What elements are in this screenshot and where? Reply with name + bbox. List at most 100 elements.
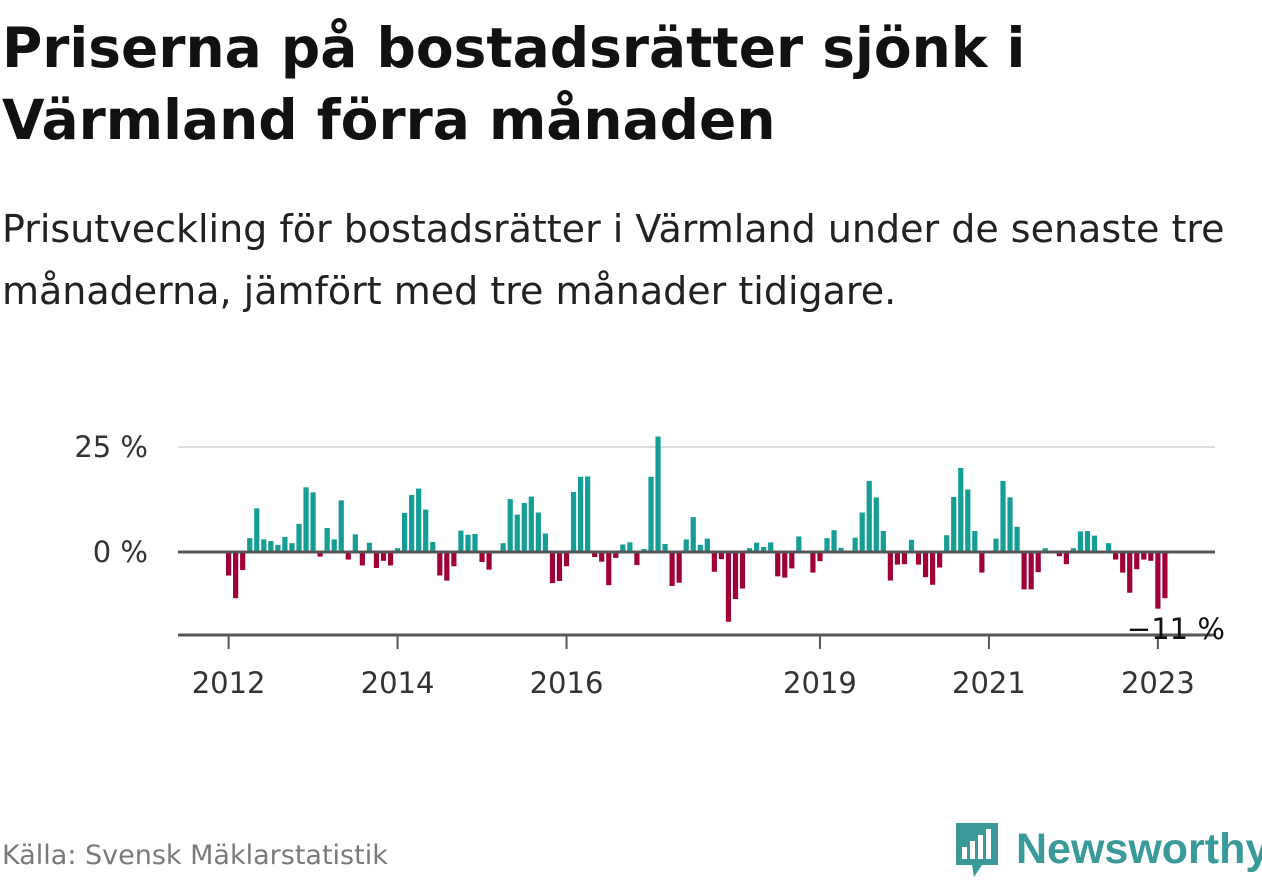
bar [1134, 552, 1140, 570]
bar [282, 536, 288, 552]
bar [479, 552, 485, 563]
bar [739, 552, 746, 589]
bar [1141, 552, 1147, 560]
bar [690, 517, 696, 552]
bar [662, 544, 668, 552]
bar [535, 512, 541, 552]
page-title: Priserna på bostadsrätter sjönk i Värmla… [2, 16, 1026, 152]
bar [930, 552, 936, 585]
bar [296, 523, 302, 552]
y-tick-label: 0 % [93, 535, 148, 569]
bar [1106, 543, 1112, 552]
bar [570, 491, 577, 552]
bar [965, 489, 971, 552]
bar [254, 508, 260, 552]
brand-logo: Newsworthy [952, 818, 1262, 880]
bar [226, 552, 232, 576]
bar [725, 552, 732, 622]
bar [655, 436, 661, 552]
bar [704, 538, 710, 552]
bar [1035, 552, 1041, 573]
bar [1077, 531, 1084, 552]
bar [585, 476, 591, 552]
bar [711, 552, 717, 572]
bar [394, 548, 401, 552]
bar [458, 530, 464, 552]
x-tick-label: 2021 [952, 666, 1026, 700]
bar [578, 476, 584, 552]
bar [922, 552, 929, 578]
bar [563, 552, 570, 567]
x-tick-label: 2019 [783, 666, 857, 700]
bar [233, 552, 239, 599]
bar [606, 552, 612, 586]
bar [1056, 552, 1062, 557]
bar [634, 552, 640, 566]
bar [838, 547, 844, 552]
bar [366, 542, 372, 552]
bar [500, 543, 506, 552]
bar [310, 492, 316, 552]
bar [831, 530, 837, 552]
bar [782, 552, 788, 578]
bar [669, 552, 675, 587]
bar [380, 552, 387, 561]
bar [430, 541, 436, 552]
bar [331, 539, 337, 552]
bar [345, 552, 351, 560]
source-note: Källa: Svensk Mäklarstatistik [2, 840, 388, 871]
bar [507, 499, 513, 552]
bar [887, 552, 893, 581]
bar [352, 534, 358, 552]
bar [789, 552, 795, 569]
bar [944, 535, 950, 552]
bar [958, 468, 964, 552]
y-tick-label: 25 % [74, 430, 148, 464]
bar [521, 502, 527, 552]
bar [915, 552, 922, 565]
bar [1091, 535, 1098, 552]
bar [542, 533, 548, 552]
bar [768, 542, 774, 552]
bar [275, 544, 281, 552]
bar [754, 542, 760, 552]
bar [268, 541, 274, 552]
bar [746, 548, 753, 552]
bar [1127, 552, 1133, 593]
bar [1000, 481, 1006, 552]
bar [402, 512, 408, 552]
bar [676, 552, 682, 583]
bar [303, 487, 309, 552]
bar [1162, 552, 1168, 599]
bar [1021, 552, 1027, 590]
bar [613, 552, 619, 558]
bar [993, 538, 999, 552]
bar [648, 476, 654, 552]
bar [1007, 497, 1013, 552]
bar [908, 539, 915, 552]
bar [1042, 548, 1048, 552]
newsworthy-logo-icon [956, 823, 998, 877]
bar [317, 552, 323, 557]
x-tick-label: 2016 [530, 666, 604, 700]
bar [451, 552, 457, 567]
bar [472, 533, 478, 552]
bar [683, 539, 689, 552]
bar [592, 552, 598, 558]
bar [979, 552, 985, 573]
bar [866, 481, 872, 552]
x-tick-label: 2014 [361, 666, 435, 700]
bar [338, 500, 344, 552]
bar [852, 537, 858, 552]
bar [416, 488, 422, 552]
bar [549, 552, 556, 584]
bar [1148, 552, 1154, 561]
bar [972, 531, 978, 552]
bar [951, 496, 957, 552]
bar [810, 552, 816, 573]
bar [1063, 552, 1069, 565]
bar [465, 534, 471, 552]
bar [1113, 552, 1119, 560]
bar [627, 542, 633, 552]
bar [1014, 526, 1020, 552]
